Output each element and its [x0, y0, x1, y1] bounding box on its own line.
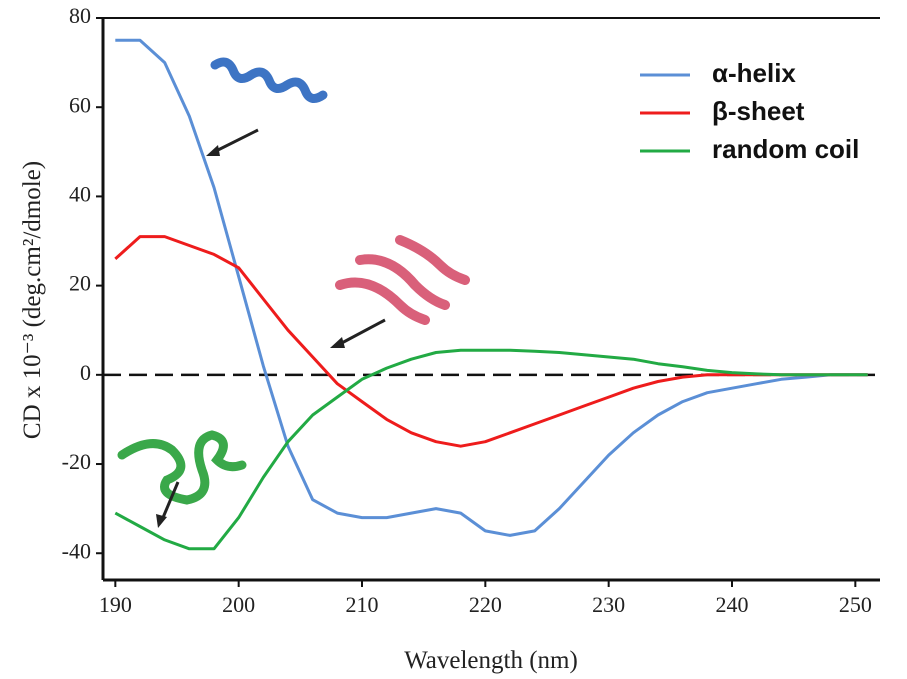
coil-icon [117, 430, 247, 505]
x-tick-label: 200 [222, 592, 255, 617]
arrow [337, 318, 386, 347]
arrow-head [330, 337, 345, 348]
y-axis-label: CD x 10⁻³ (deg.cm²/dmole) [19, 161, 46, 439]
legend-label: α-helix [712, 58, 796, 88]
sheet-icon [335, 235, 470, 325]
x-tick-label: 240 [716, 592, 749, 617]
arrow [211, 128, 259, 155]
y-tick-label: 0 [80, 360, 91, 385]
y-tick-label: 40 [69, 181, 91, 206]
y-tick-label: -40 [62, 538, 91, 563]
x-axis-label: Wavelength (nm) [404, 647, 578, 674]
y-tick-label: 60 [69, 92, 91, 117]
x-tick-label: 190 [99, 592, 132, 617]
legend-label: random coil [712, 134, 859, 164]
legend-label: β-sheet [712, 96, 805, 126]
x-tick-label: 220 [469, 592, 502, 617]
helix-icon [210, 57, 328, 103]
x-tick-label: 230 [592, 592, 625, 617]
x-tick-label: 210 [346, 592, 379, 617]
y-tick-label: 20 [69, 271, 91, 296]
y-tick-label: 80 [69, 3, 91, 28]
series-line [114, 235, 868, 448]
arrow-head [206, 145, 220, 156]
series-line [114, 348, 868, 551]
x-tick-label: 250 [839, 592, 872, 617]
y-tick-label: -20 [62, 449, 91, 474]
series-line [115, 38, 868, 537]
arrow [160, 481, 180, 521]
arrow-head [156, 514, 167, 528]
